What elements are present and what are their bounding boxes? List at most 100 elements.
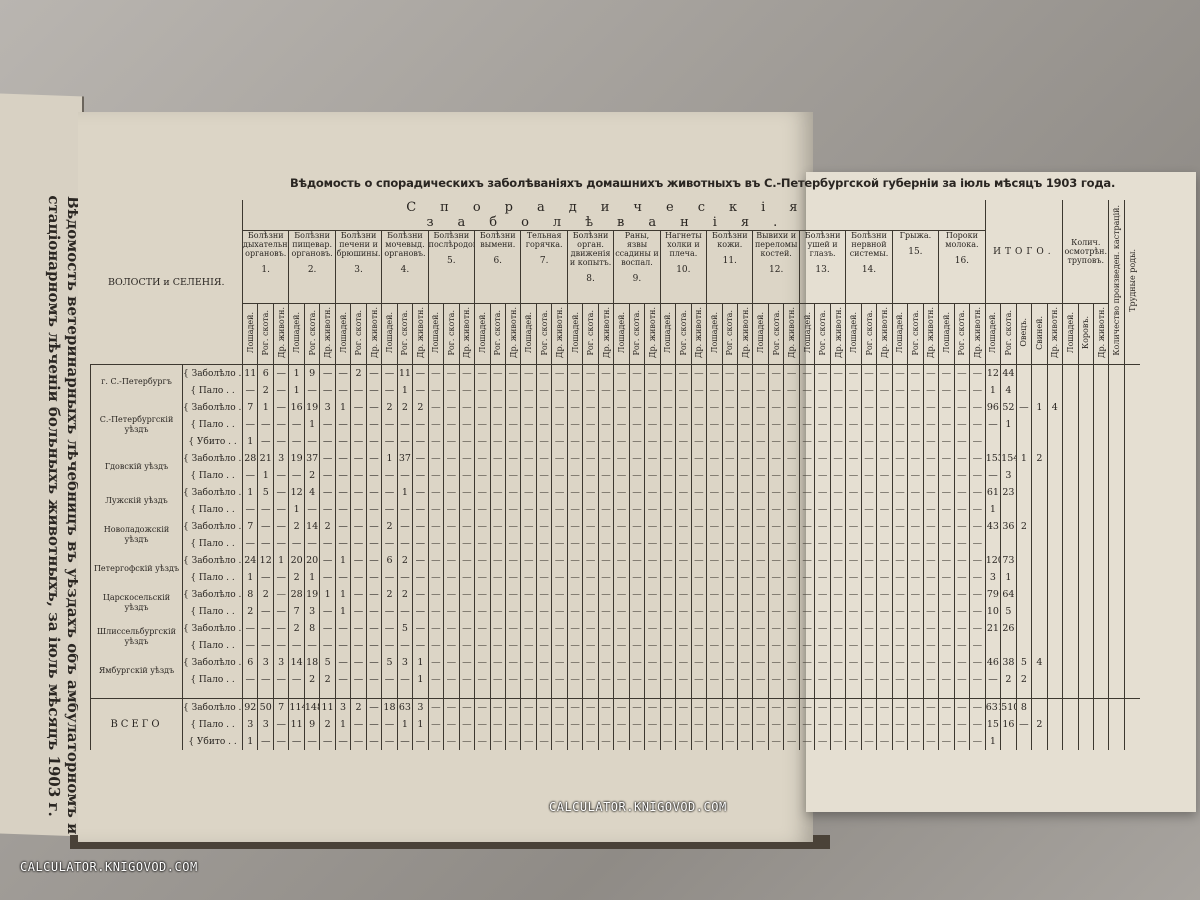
data-cell: — <box>334 450 351 467</box>
data-cell <box>922 364 939 382</box>
data-cell <box>767 467 784 484</box>
itogo-cell: — <box>984 671 1001 688</box>
data-cell <box>628 698 645 716</box>
data-cell <box>798 484 815 501</box>
data-cell <box>953 671 970 688</box>
data-cell <box>1062 501 1079 518</box>
data-cell <box>783 450 800 467</box>
data-cell <box>489 399 506 416</box>
data-cell <box>798 654 815 671</box>
data-cell <box>582 450 599 467</box>
itogo-cell: 153 <box>984 450 1001 467</box>
separator-cell <box>1123 688 1140 699</box>
itogo-cell <box>1046 450 1063 467</box>
data-cell <box>535 467 552 484</box>
data-cell <box>706 518 723 535</box>
data-cell <box>535 698 552 716</box>
data-cell: — <box>350 716 367 733</box>
data-cell <box>597 552 614 569</box>
data-cell <box>969 654 986 671</box>
data-cell: 19 <box>288 450 305 467</box>
data-cell <box>504 620 521 637</box>
data-cell <box>659 654 676 671</box>
data-cell <box>938 637 955 654</box>
data-cell: — <box>257 433 274 450</box>
itogo-cell <box>1031 620 1048 637</box>
data-cell <box>443 501 460 518</box>
data-cell <box>737 671 753 688</box>
separator-cell <box>675 688 692 699</box>
data-cell <box>814 620 831 637</box>
data-cell <box>443 671 460 688</box>
data-cell <box>860 620 877 637</box>
data-cell <box>860 552 877 569</box>
data-cell: — <box>303 501 320 518</box>
data-cell <box>427 620 444 637</box>
data-cell: 1 <box>334 552 351 569</box>
itogo-sub-label: Рог. скота. <box>1000 303 1017 365</box>
data-cell <box>427 671 444 688</box>
data-cell <box>427 399 444 416</box>
data-cell <box>582 586 599 603</box>
itogo-cell: 1 <box>984 501 1001 518</box>
data-cell <box>582 399 599 416</box>
data-cell: — <box>319 501 336 518</box>
data-cell <box>737 450 753 467</box>
data-cell: — <box>412 467 429 484</box>
data-cell <box>1092 535 1109 552</box>
itogo-cell <box>1000 637 1017 654</box>
itogo-header: ИТОГО. <box>984 200 1063 304</box>
data-cell <box>891 501 908 518</box>
row-kind: { Пало . . <box>181 637 243 654</box>
sub-label: Др. животн. <box>504 303 521 365</box>
itogo-sub-label: Овецъ. <box>1015 303 1032 365</box>
data-cell <box>969 399 986 416</box>
group-label: Болѣзни дыхательн. органовъ. <box>243 231 289 258</box>
data-cell <box>953 586 970 603</box>
data-cell: — <box>242 467 258 484</box>
data-cell: 1 <box>412 671 429 688</box>
data-cell: 1 <box>257 467 274 484</box>
data-cell <box>767 654 784 671</box>
data-cell <box>907 586 924 603</box>
sub-label: Лошадей. <box>706 303 723 365</box>
separator-cell <box>1062 688 1079 699</box>
data-cell <box>922 671 939 688</box>
data-cell <box>783 518 800 535</box>
data-cell <box>474 450 491 467</box>
data-cell <box>922 382 939 399</box>
data-cell <box>737 535 753 552</box>
data-cell <box>504 399 521 416</box>
data-cell <box>675 637 692 654</box>
data-cell <box>613 637 630 654</box>
data-cell <box>474 535 491 552</box>
data-cell <box>489 467 506 484</box>
data-cell <box>1092 382 1109 399</box>
data-cell <box>706 654 723 671</box>
data-cell <box>829 733 846 750</box>
data-cell <box>845 620 862 637</box>
data-cell: 20 <box>303 552 320 569</box>
data-cell <box>659 416 676 433</box>
data-cell: — <box>334 654 351 671</box>
data-cell <box>597 654 614 671</box>
data-cell: 2 <box>257 382 274 399</box>
separator-cell <box>628 688 645 699</box>
sub-label: Рог. скота. <box>489 303 506 365</box>
data-cell <box>783 484 800 501</box>
data-cell <box>1123 399 1140 416</box>
sub-label: Др. животн. <box>272 303 289 365</box>
data-cell: — <box>381 637 398 654</box>
data-cell <box>860 433 877 450</box>
data-cell <box>489 535 506 552</box>
data-cell: — <box>365 416 382 433</box>
data-cell <box>458 569 475 586</box>
data-cell <box>427 586 444 603</box>
left-page-heading: Вѣдомость ветеринарныхъ лѣчебницъ въ уѣз… <box>45 195 82 835</box>
table-title: Вѣдомость о спорадическихъ заболѣваніяхъ… <box>290 176 1116 190</box>
data-cell <box>504 364 521 382</box>
data-cell <box>551 733 568 750</box>
data-cell <box>1077 620 1094 637</box>
separator-row <box>90 688 1140 699</box>
data-cell <box>551 399 568 416</box>
